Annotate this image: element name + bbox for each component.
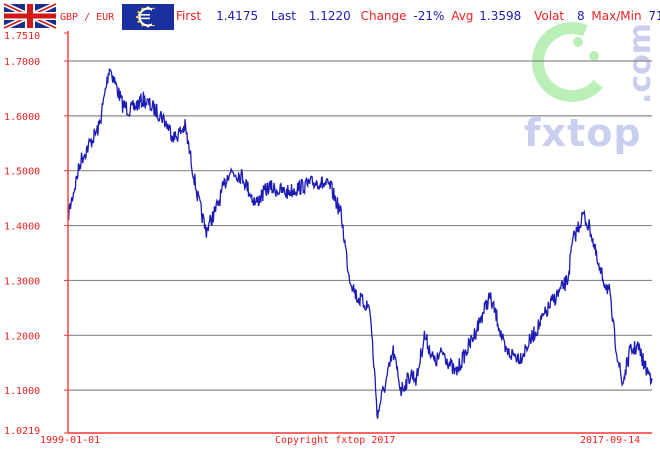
volat-label: Volat bbox=[534, 9, 564, 23]
last-label: Last bbox=[271, 9, 296, 23]
price-series-line bbox=[67, 68, 653, 419]
y-tick-label: 1.6000 bbox=[4, 112, 40, 123]
y-tick-label: 1.7510 bbox=[4, 31, 40, 42]
y-tick-label: 1.4000 bbox=[4, 222, 40, 233]
euro-star bbox=[137, 20, 140, 23]
maxmin-value: 71% bbox=[648, 9, 660, 23]
maxmin-label: Max/Min bbox=[591, 9, 641, 23]
end-date-label: 2017-09-14 bbox=[580, 435, 640, 446]
watermark-domain-text: .com bbox=[623, 23, 658, 104]
currency-pair-label: GBP / EUR bbox=[60, 12, 115, 23]
fxtop-watermark-logo: fxtop .com bbox=[524, 22, 658, 155]
start-date-label: 1999-01-01 bbox=[40, 435, 100, 446]
euro-star bbox=[135, 15, 139, 19]
chart-axes bbox=[67, 31, 652, 434]
watermark-brand-text: fxtop bbox=[524, 111, 642, 155]
avg-value: 1.3598 bbox=[479, 9, 521, 23]
euro-star bbox=[137, 11, 140, 14]
avg-label: Avg bbox=[451, 9, 473, 23]
y-tick-label: 1.1000 bbox=[4, 386, 40, 397]
gbp-flag-icon bbox=[2, 1, 58, 31]
copyright-label: Copyright fxtop 2017 bbox=[275, 435, 395, 446]
last-value: 1.1220 bbox=[309, 9, 351, 23]
change-label: Change bbox=[361, 9, 407, 23]
y-tick-label: 1.7000 bbox=[4, 57, 40, 68]
y-axis-tick-labels: 1.0219 1.1000 1.2000 1.3000 1.4000 1.5000 1.60… bbox=[4, 31, 68, 437]
y-tick-label: 1.3000 bbox=[4, 276, 40, 287]
y-tick-label: 1.2000 bbox=[4, 331, 40, 342]
svg-text:First 1.4175 Last: First 1.4175 Last 1.1220 Change -21% Avg… bbox=[176, 9, 660, 23]
y-tick-label: 1.0219 bbox=[4, 426, 40, 437]
y-tick-label: 1.5000 bbox=[4, 167, 40, 178]
volat-value: 8 bbox=[577, 9, 585, 23]
grid-lines bbox=[68, 60, 652, 391]
euro-flag-icon bbox=[122, 4, 174, 30]
first-label: First bbox=[176, 9, 202, 23]
change-value: -21% bbox=[413, 9, 444, 23]
first-value: 1.4175 bbox=[216, 9, 258, 23]
